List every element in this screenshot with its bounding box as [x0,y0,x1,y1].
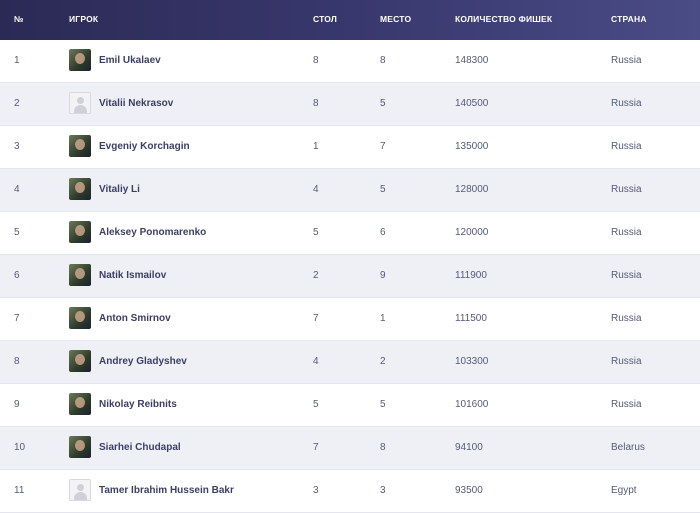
table-row: 11 Tamer Ibrahim Hussein Bakr 3 3 93500 Egypt [0,470,700,513]
player-name-link[interactable]: Aleksey Ponomarenko [99,227,207,238]
player-avatar[interactable] [69,178,91,200]
country: Russia [611,399,642,410]
rank-number: 4 [14,184,20,195]
rank-number: 7 [14,313,20,324]
rank-number: 11 [14,485,25,496]
seat-number: 5 [380,399,386,410]
player-name-link[interactable]: Emil Ukalaev [99,55,161,66]
table-number: 7 [313,313,319,324]
chip-count: 128000 [455,184,489,195]
player-name-link[interactable]: Nikolay Reibnits [99,399,177,410]
table-number: 3 [313,485,319,496]
country: Russia [611,227,642,238]
table-row: 10 Siarhei Chudapal 7 8 94100 Belarus [0,427,700,470]
rank-number: 5 [14,227,20,238]
player-name-link[interactable]: Siarhei Chudapal [99,442,181,453]
seat-number: 5 [380,184,386,195]
table-row: 6 Natik Ismailov 2 9 111900 Russia [0,255,700,298]
seat-number: 2 [380,356,386,367]
seat-number: 3 [380,485,386,496]
player-name-link[interactable]: Anton Smirnov [99,313,171,324]
seat-number: 7 [380,141,386,152]
chip-count: 93500 [455,485,483,496]
player-name-link[interactable]: Natik Ismailov [99,270,167,281]
player-avatar[interactable] [69,135,91,157]
table-row: 5 Aleksey Ponomarenko 5 6 120000 Russia [0,212,700,255]
table-number: 4 [313,356,319,367]
table-row: 9 Nikolay Reibnits 5 5 101600 Russia [0,384,700,427]
player-avatar[interactable] [69,264,91,286]
rank-number: 9 [14,399,20,410]
seat-number: 5 [380,98,386,109]
chip-count: 120000 [455,227,489,238]
header-number[interactable]: № [14,14,24,24]
chip-count: 103300 [455,356,489,367]
chip-count: 135000 [455,141,489,152]
table-number: 5 [313,227,319,238]
rank-number: 1 [14,55,20,66]
table-number: 1 [313,141,319,152]
chip-count: 111900 [455,270,487,281]
player-avatar[interactable] [69,307,91,329]
header-player[interactable]: ИГРОК [69,14,99,24]
player-name-link[interactable]: Evgeniy Korchagin [99,141,190,152]
player-avatar[interactable] [69,436,91,458]
seat-number: 8 [380,442,386,453]
country: Egypt [611,485,637,496]
player-avatar[interactable] [69,221,91,243]
player-avatar[interactable] [69,49,91,71]
rank-number: 6 [14,270,20,281]
rank-number: 8 [14,356,20,367]
header-table[interactable]: СТОЛ [313,14,338,24]
table-row: 1 Emil Ukalaev 8 8 148300 Russia [0,40,700,83]
table-row: 3 Evgeniy Korchagin 1 7 135000 Russia [0,126,700,169]
country: Russia [611,141,642,152]
table-number: 5 [313,399,319,410]
player-name-link[interactable]: Andrey Gladyshev [99,356,187,367]
country: Russia [611,356,642,367]
country: Russia [611,313,642,324]
user-placeholder-icon[interactable] [69,92,91,114]
table-row: 2 Vitalii Nekrasov 8 5 140500 Russia [0,83,700,126]
table-number: 4 [313,184,319,195]
table-number: 8 [313,98,319,109]
chip-count: 101600 [455,399,489,410]
table-number: 8 [313,55,319,66]
table-row: 7 Anton Smirnov 7 1 111500 Russia [0,298,700,341]
rank-number: 10 [14,442,26,453]
seat-number: 6 [380,227,386,238]
player-name-link[interactable]: Tamer Ibrahim Hussein Bakr [99,485,234,496]
table-number: 2 [313,270,319,281]
country: Russia [611,98,642,109]
country: Russia [611,184,642,195]
country: Russia [611,55,642,66]
player-avatar[interactable] [69,350,91,372]
seat-number: 1 [380,313,386,324]
header-chips[interactable]: КОЛИЧЕСТВО ФИШЕК [455,14,553,24]
chip-count: 148300 [455,55,489,66]
country: Belarus [611,442,645,453]
chip-count: 94100 [455,442,483,453]
seat-number: 8 [380,55,386,66]
table-number: 7 [313,442,319,453]
rank-number: 3 [14,141,20,152]
country: Russia [611,270,642,281]
user-placeholder-icon[interactable] [69,479,91,501]
table-row: 4 Vitaliy Li 4 5 128000 Russia [0,169,700,212]
table-header: № ИГРОК СТОЛ МЕСТО КОЛИЧЕСТВО ФИШЕК СТРА… [0,0,700,40]
player-name-link[interactable]: Vitaliy Li [99,184,140,195]
seat-number: 9 [380,270,386,281]
table-body: 1 Emil Ukalaev 8 8 148300 Russia 2 Vitalii Nekr… [0,40,700,513]
chip-count: 111500 [455,313,487,324]
header-country[interactable]: СТРАНА [611,14,647,24]
player-avatar[interactable] [69,393,91,415]
player-name-link[interactable]: Vitalii Nekrasov [99,98,174,109]
table-row: 8 Andrey Gladyshev 4 2 103300 Russia [0,341,700,384]
chip-count: 140500 [455,98,489,109]
header-seat[interactable]: МЕСТО [380,14,412,24]
rank-number: 2 [14,98,20,109]
